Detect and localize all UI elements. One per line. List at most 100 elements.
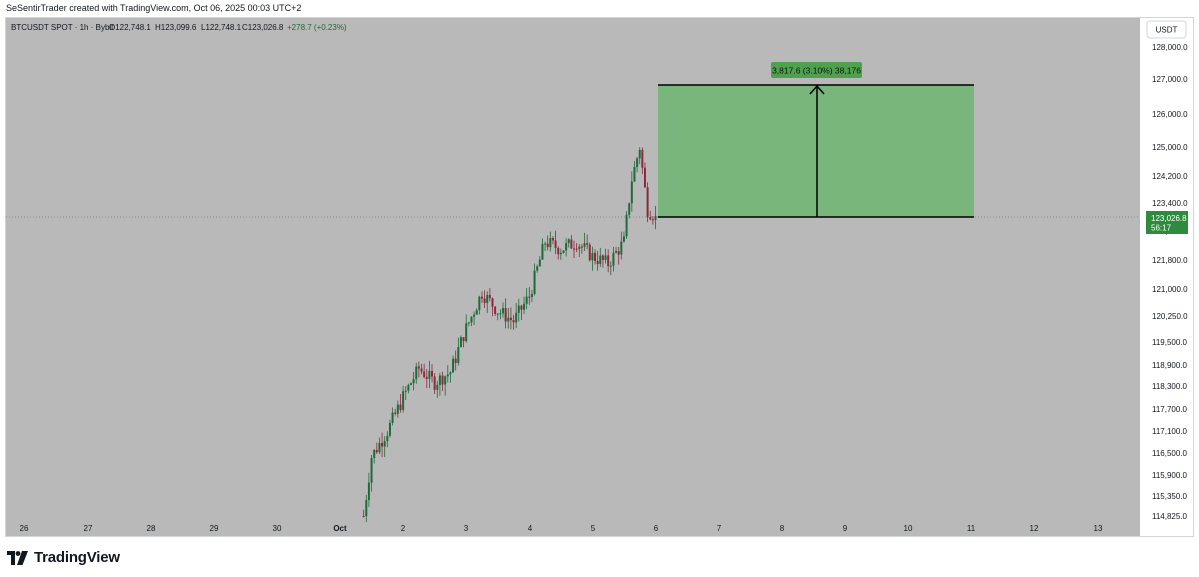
candle-body (399, 404, 402, 410)
candle-body (483, 298, 486, 304)
candle-body (375, 449, 378, 453)
candle-body (546, 243, 549, 248)
candle-body (599, 255, 602, 264)
price-tick-label: 115,350.0 (1152, 492, 1188, 501)
candle-body (454, 358, 457, 363)
candle-body (646, 187, 649, 218)
time-tick-label: 26 (20, 524, 29, 533)
candle-body (491, 298, 494, 307)
candle-body (370, 458, 373, 483)
candle-body (654, 216, 657, 221)
time-axis[interactable] (6, 518, 1140, 536)
candle-body (386, 435, 389, 442)
time-tick-label: 6 (654, 524, 659, 533)
candle-body (572, 248, 575, 250)
candle-body (551, 238, 554, 241)
candle-body (612, 252, 615, 266)
time-tick-label: Oct (333, 524, 347, 533)
time-tick-label: 10 (904, 524, 913, 533)
time-tick-label: 2 (401, 524, 406, 533)
candle-body (538, 259, 541, 267)
price-axis[interactable] (1140, 18, 1193, 536)
candle-body (423, 371, 426, 378)
candle-body (549, 238, 552, 248)
candle-body (433, 376, 436, 390)
price-tick-label: 119,500.0 (1152, 338, 1188, 347)
candle-body (588, 244, 591, 261)
candle-body (436, 384, 439, 390)
price-tick-label: 121,800.0 (1152, 256, 1188, 265)
candle-body (365, 500, 368, 517)
currency-button-label[interactable]: USDT (1156, 26, 1178, 35)
chart-border (5, 17, 1194, 537)
candle-body (480, 296, 483, 299)
candle-body (420, 368, 423, 372)
candle-body (396, 404, 399, 414)
time-tick-label: 12 (1030, 524, 1039, 533)
candle-body (444, 376, 447, 385)
price-tick-label: 118,300.0 (1152, 382, 1188, 391)
candle-body (373, 449, 376, 459)
candle-body (570, 239, 573, 249)
candle-body (470, 316, 473, 323)
price-tick-label: 117,700.0 (1152, 405, 1188, 414)
candle-body (591, 252, 594, 261)
candle-body (575, 248, 578, 250)
candle-body (449, 372, 452, 375)
price-tick-label: 125,000.0 (1152, 143, 1188, 152)
candle-body (404, 390, 407, 392)
candle-body (604, 255, 607, 260)
candle-body (488, 294, 491, 299)
candle-body (446, 374, 449, 377)
chart-legend: BTCUSDT SPOT · 1h · Bybit O122,748.1 H12… (11, 23, 347, 32)
candle-body (544, 243, 547, 245)
time-tick-label: 29 (210, 524, 219, 533)
candle-body (596, 260, 599, 264)
candle-body (536, 266, 539, 271)
price-tick-label: 120,250.0 (1152, 312, 1188, 321)
candle-body (441, 375, 444, 385)
candle-body (651, 219, 654, 221)
candle-body (586, 243, 589, 245)
price-tick-label: 123,400.0 (1152, 199, 1188, 208)
candle-body (520, 305, 523, 310)
time-axis-labels: 26 27 28 29 30 Oct 2 3 4 5 6 7 8 9 10 11 12 13 (20, 524, 1103, 533)
candle-body (512, 320, 515, 323)
candle-body (509, 317, 512, 321)
candle-body (638, 149, 641, 159)
candle-body (557, 247, 560, 255)
candle-body (554, 240, 557, 248)
candle-body (533, 270, 536, 294)
candle-body (620, 241, 623, 255)
candle-body (431, 370, 434, 377)
price-tick-label: 121,000.0 (1152, 285, 1188, 294)
candle-body (517, 305, 520, 313)
measure-box[interactable] (658, 85, 974, 217)
price-tick-label: 115,900.0 (1152, 471, 1188, 480)
candle-body (617, 251, 620, 255)
candle-body (594, 252, 597, 261)
tradingview-logo[interactable]: TradingView (7, 549, 120, 566)
measure-label-bg (771, 62, 862, 78)
candle-body (494, 306, 497, 314)
candles-layer (362, 147, 657, 522)
time-tick-label: 5 (591, 524, 596, 533)
time-tick-label: 4 (528, 524, 533, 533)
candle-body (628, 203, 631, 215)
tradingview-wordmark: TradingView (34, 549, 120, 566)
candle-body (452, 358, 455, 373)
candle-body (641, 149, 644, 168)
price-tick-label: 124,200.0 (1152, 172, 1188, 181)
price-range-measure[interactable]: 3,817.6 (3.10%) 38,176 (658, 62, 974, 218)
legend-symbol[interactable]: BTCUSDT SPOT · 1h · Bybit (11, 23, 114, 32)
candle-body (407, 384, 410, 391)
candle-body (499, 313, 502, 315)
time-tick-label: 30 (273, 524, 282, 533)
candle-body (636, 158, 639, 168)
candle-body (478, 296, 481, 311)
currency-button[interactable]: USDT (1146, 20, 1187, 39)
candle-body (394, 412, 397, 414)
candle-body (523, 303, 526, 310)
price-tick-label: 126,000.0 (1152, 110, 1188, 119)
